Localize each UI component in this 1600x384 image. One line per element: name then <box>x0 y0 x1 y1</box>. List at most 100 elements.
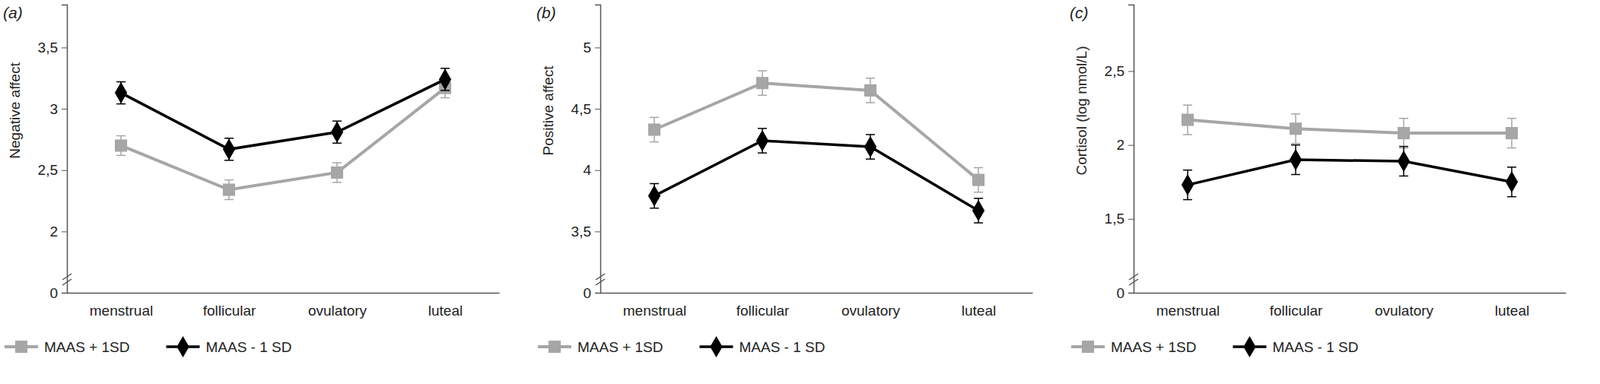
plot-area <box>1181 104 1518 200</box>
marker <box>1289 122 1302 135</box>
legend: MAAS + 1SD MAAS - 1 SD <box>4 336 292 358</box>
error-bar-line <box>649 183 659 185</box>
y-tick: 0 <box>582 285 601 302</box>
marker <box>972 200 985 222</box>
x-tick-label: ovulatory <box>841 302 901 319</box>
series-line <box>1187 120 1512 134</box>
error-bar-line <box>1183 133 1193 136</box>
error-bar-line <box>1399 117 1409 120</box>
legend-item: MAAS - 1 SD <box>699 336 825 358</box>
y-axis-title: Positive affect <box>540 65 557 156</box>
y-tick: 2 <box>1116 136 1134 153</box>
panel-title: (c) <box>1069 3 1089 22</box>
marker <box>1397 127 1410 140</box>
error-bar-line <box>865 158 875 160</box>
y-tick: 2 <box>49 223 67 240</box>
x-tick-label: menstrual <box>1156 302 1220 319</box>
x-tick-label: luteal <box>1495 302 1530 319</box>
y-tick: 3,5 <box>38 39 67 56</box>
x-tick: menstrual <box>1156 292 1220 319</box>
y-axis-line <box>594 5 602 294</box>
x-axis: menstrualfollicularovulatoryluteal <box>601 292 1034 319</box>
legend: MAAS + 1SDMAAS - 1 SD <box>1071 336 1359 358</box>
legend-item: MAAS - 1 SD <box>165 336 292 358</box>
legend-marker <box>1243 336 1256 358</box>
x-axis-line <box>601 292 1034 295</box>
x-tick: luteal <box>1495 292 1530 319</box>
axis-break <box>62 279 72 286</box>
y-tick-label: 3 <box>49 101 58 118</box>
x-axis: menstrual follicular ovulatory luteal <box>67 292 500 319</box>
y-tick-label: 3,5 <box>38 39 58 56</box>
y-tick-label: 2,5 <box>1104 63 1125 80</box>
y-tick: 2,5 <box>38 162 67 179</box>
y-axis: 0 3,5 4 4,5 5 <box>571 5 602 302</box>
plot-area <box>114 68 452 201</box>
error-bar-line <box>649 207 659 210</box>
x-axis: menstrualfollicularovulatoryluteal <box>1134 292 1567 319</box>
error-bar-line <box>1507 166 1517 169</box>
y-axis-line <box>61 5 68 294</box>
error-bar-line <box>649 141 659 144</box>
marker <box>648 123 661 136</box>
error-bar-line <box>649 117 659 119</box>
marker <box>438 68 452 90</box>
x-tick-label: follicular <box>736 302 790 319</box>
error-bar-line <box>1291 144 1301 147</box>
error-bar-line <box>1507 196 1517 198</box>
y-axis: 01,522,5 <box>1104 5 1135 302</box>
marker <box>864 136 877 158</box>
error-bar-line <box>973 191 983 194</box>
y-tick-label: 5 <box>582 39 592 56</box>
y-tick-mark <box>594 47 601 48</box>
error-bar-line <box>1183 199 1193 201</box>
marker <box>972 174 985 187</box>
legend-item: MAAS + 1SD <box>537 339 663 356</box>
error-bar-line <box>757 95 767 97</box>
y-tick-label: 0 <box>49 285 58 302</box>
marker <box>330 121 344 144</box>
error-bar-line <box>1183 104 1193 106</box>
y-tick-label: 4 <box>582 162 592 179</box>
x-tick: luteal <box>961 292 996 319</box>
plot-area <box>648 70 985 223</box>
y-tick-mark <box>594 292 601 294</box>
marker <box>1397 150 1410 172</box>
error-bar-line <box>1291 143 1301 145</box>
y-tick: 1,5 <box>1104 210 1134 227</box>
x-tick: ovulatory <box>308 292 368 319</box>
legend-item: MAAS + 1SD <box>1071 339 1197 356</box>
y-tick-mark <box>1128 219 1134 220</box>
panel: 03,544,55menstrualfollicularovulatorylut… <box>536 3 1034 319</box>
marker <box>1289 149 1302 171</box>
legend-item: MAAS + 1SD <box>4 339 130 356</box>
series-line <box>654 140 979 211</box>
y-tick-label: 2 <box>1116 136 1125 153</box>
error-bar-line <box>332 162 342 164</box>
marker <box>330 166 344 179</box>
error-bar-line <box>865 77 875 80</box>
error-bar-line <box>1291 174 1301 176</box>
y-axis-line <box>1128 5 1135 294</box>
error-bar-line <box>973 197 983 200</box>
y-tick-label: 3,5 <box>571 223 592 240</box>
error-bar-line <box>332 181 342 184</box>
axis-break <box>62 273 72 280</box>
x-tick: follicular <box>203 292 257 319</box>
error-bar-line <box>116 155 126 157</box>
y-tick-mark <box>61 231 67 233</box>
y-tick-label: 4,5 <box>571 101 592 118</box>
y-tick-mark <box>61 292 67 294</box>
error-bar-line <box>1399 175 1409 178</box>
x-axis-line <box>1134 292 1567 295</box>
error-bar-line <box>757 152 767 154</box>
y-tick-label: 2,5 <box>38 162 58 179</box>
x-tick: luteal <box>428 292 463 319</box>
legend-label: MAAS + 1SD <box>577 339 663 356</box>
marker <box>864 84 877 97</box>
panel: 0 2 2,5 3 3,5 menstrual follicular ovulatory lut… <box>3 3 500 319</box>
y-tick: 0 <box>49 285 67 302</box>
x-tick: menstrual <box>89 292 153 319</box>
error-bar-line <box>1507 147 1517 150</box>
y-tick-mark <box>1128 292 1134 294</box>
